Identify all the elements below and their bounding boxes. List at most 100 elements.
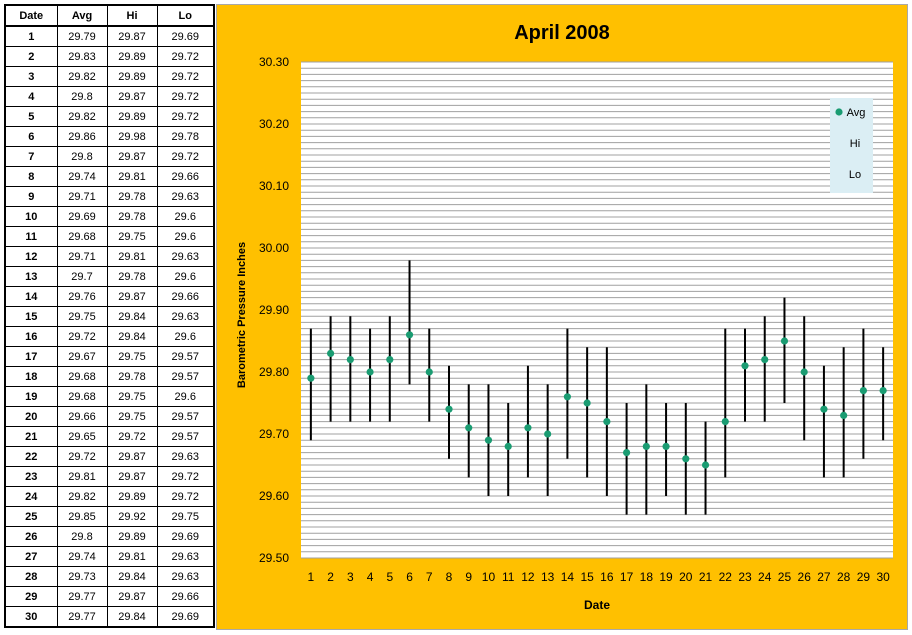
table-row: 4 29.8 29.87 29.72 [4, 86, 215, 107]
x-tick-label: 4 [367, 570, 374, 584]
x-tick-label: 23 [738, 570, 752, 584]
date-cell: 19 [4, 386, 58, 407]
avg-cell: 29.8 [56, 526, 108, 547]
avg-cell: 29.67 [56, 346, 108, 367]
table-row: 6 29.86 29.98 29.78 [4, 126, 215, 147]
hi-cell: 29.87 [106, 86, 158, 107]
chart-title: April 2008 [514, 22, 610, 44]
avg-cell: 29.72 [56, 326, 108, 347]
table-row: 2 29.83 29.89 29.72 [4, 46, 215, 67]
avg-cell: 29.77 [56, 586, 108, 607]
avg-cell: 29.66 [56, 406, 108, 427]
y-tick-label: 29.90 [259, 303, 289, 317]
lo-cell: 29.69 [156, 25, 215, 47]
lo-cell: 29.57 [156, 346, 215, 367]
hi-cell: 29.87 [106, 586, 158, 607]
hi-cell: 29.72 [106, 426, 158, 447]
table-row: 8 29.74 29.81 29.66 [4, 166, 215, 187]
date-cell: 6 [4, 126, 58, 147]
hi-cell: 29.78 [106, 366, 158, 387]
lo-cell: 29.63 [156, 186, 215, 207]
x-tick-label: 16 [600, 570, 614, 584]
date-cell: 30 [4, 606, 58, 628]
table-row: 17 29.67 29.75 29.57 [4, 346, 215, 367]
table-row: 23 29.81 29.87 29.72 [4, 466, 215, 487]
x-tick-label: 7 [426, 570, 433, 584]
avg-cell: 29.7 [56, 266, 108, 287]
date-cell: 21 [4, 426, 58, 447]
hi-cell: 29.84 [106, 606, 158, 628]
lo-cell: 29.57 [156, 366, 215, 387]
table-row: 18 29.68 29.78 29.57 [4, 366, 215, 387]
hi-cell: 29.92 [106, 506, 158, 527]
data-table: Date Avg Hi Lo 1 29.79 29.87 29.69 2 29.83 29.… [4, 4, 215, 628]
avg-point [820, 405, 828, 413]
avg-point [386, 356, 394, 364]
lo-cell: 29.63 [156, 566, 215, 587]
table-row: 7 29.8 29.87 29.72 [4, 146, 215, 167]
table-row: 3 29.82 29.89 29.72 [4, 66, 215, 87]
x-tick-label: 12 [521, 570, 535, 584]
avg-cell: 29.74 [56, 546, 108, 567]
x-tick-label: 14 [561, 570, 575, 584]
date-cell: 2 [4, 46, 58, 67]
date-cell: 10 [4, 206, 58, 227]
avg-point [465, 424, 473, 432]
y-tick-label: 29.60 [259, 489, 289, 503]
avg-cell: 29.8 [56, 86, 108, 107]
y-tick-label: 30.00 [259, 241, 289, 255]
hi-cell: 29.84 [106, 326, 158, 347]
x-axis-label: Date [584, 598, 610, 612]
table-row: 28 29.73 29.84 29.63 [4, 566, 215, 587]
date-cell: 18 [4, 366, 58, 387]
avg-point [307, 374, 315, 382]
date-cell: 27 [4, 546, 58, 567]
avg-cell: 29.68 [56, 366, 108, 387]
x-tick-label: 30 [876, 570, 890, 584]
avg-point [879, 387, 887, 395]
date-cell: 3 [4, 66, 58, 87]
table-header-row: Date Avg Hi Lo [4, 4, 215, 27]
table-row: 12 29.71 29.81 29.63 [4, 246, 215, 267]
table-row: 24 29.82 29.89 29.72 [4, 486, 215, 507]
x-tick-label: 19 [659, 570, 673, 584]
table-row: 19 29.68 29.75 29.6 [4, 386, 215, 407]
lo-cell: 29.72 [156, 466, 215, 487]
lo-cell: 29.6 [156, 206, 215, 227]
avg-point [327, 349, 335, 357]
table-body: 1 29.79 29.87 29.69 2 29.83 29.89 29.72 3 29.82 29… [4, 25, 215, 628]
data-table-container: Date Avg Hi Lo 1 29.79 29.87 29.69 2 29.83 29.… [4, 4, 215, 628]
date-cell: 26 [4, 526, 58, 547]
avg-point [741, 362, 749, 370]
date-cell: 5 [4, 106, 58, 127]
header-date: Date [4, 4, 58, 27]
x-tick-label: 27 [817, 570, 831, 584]
hi-cell: 29.78 [106, 186, 158, 207]
lo-cell: 29.72 [156, 106, 215, 127]
avg-point [682, 455, 690, 463]
hi-cell: 29.81 [106, 166, 158, 187]
lo-cell: 29.63 [156, 546, 215, 567]
table-row: 13 29.7 29.78 29.6 [4, 266, 215, 287]
lo-cell: 29.63 [156, 446, 215, 467]
hi-cell: 29.87 [106, 25, 158, 47]
avg-point [346, 356, 354, 364]
table-row: 21 29.65 29.72 29.57 [4, 426, 215, 447]
hi-cell: 29.75 [106, 406, 158, 427]
avg-point [445, 405, 453, 413]
chart-area: April 2008 Barometric Pressure Inches Da… [216, 4, 908, 630]
x-tick-label: 13 [541, 570, 555, 584]
x-tick-label: 20 [679, 570, 693, 584]
avg-point [780, 337, 789, 345]
date-cell: 24 [4, 486, 58, 507]
lo-cell: 29.69 [156, 526, 215, 547]
avg-point [662, 442, 670, 450]
lo-cell: 29.72 [156, 86, 215, 107]
table-row: 25 29.85 29.92 29.75 [4, 506, 215, 527]
y-axis-label: Barometric Pressure Inches [236, 242, 248, 388]
hi-cell: 29.75 [106, 226, 158, 247]
table-row: 16 29.72 29.84 29.6 [4, 326, 215, 347]
y-tick-label: 30.20 [259, 117, 289, 131]
table-row: 26 29.8 29.89 29.69 [4, 526, 215, 547]
avg-point [524, 424, 532, 432]
